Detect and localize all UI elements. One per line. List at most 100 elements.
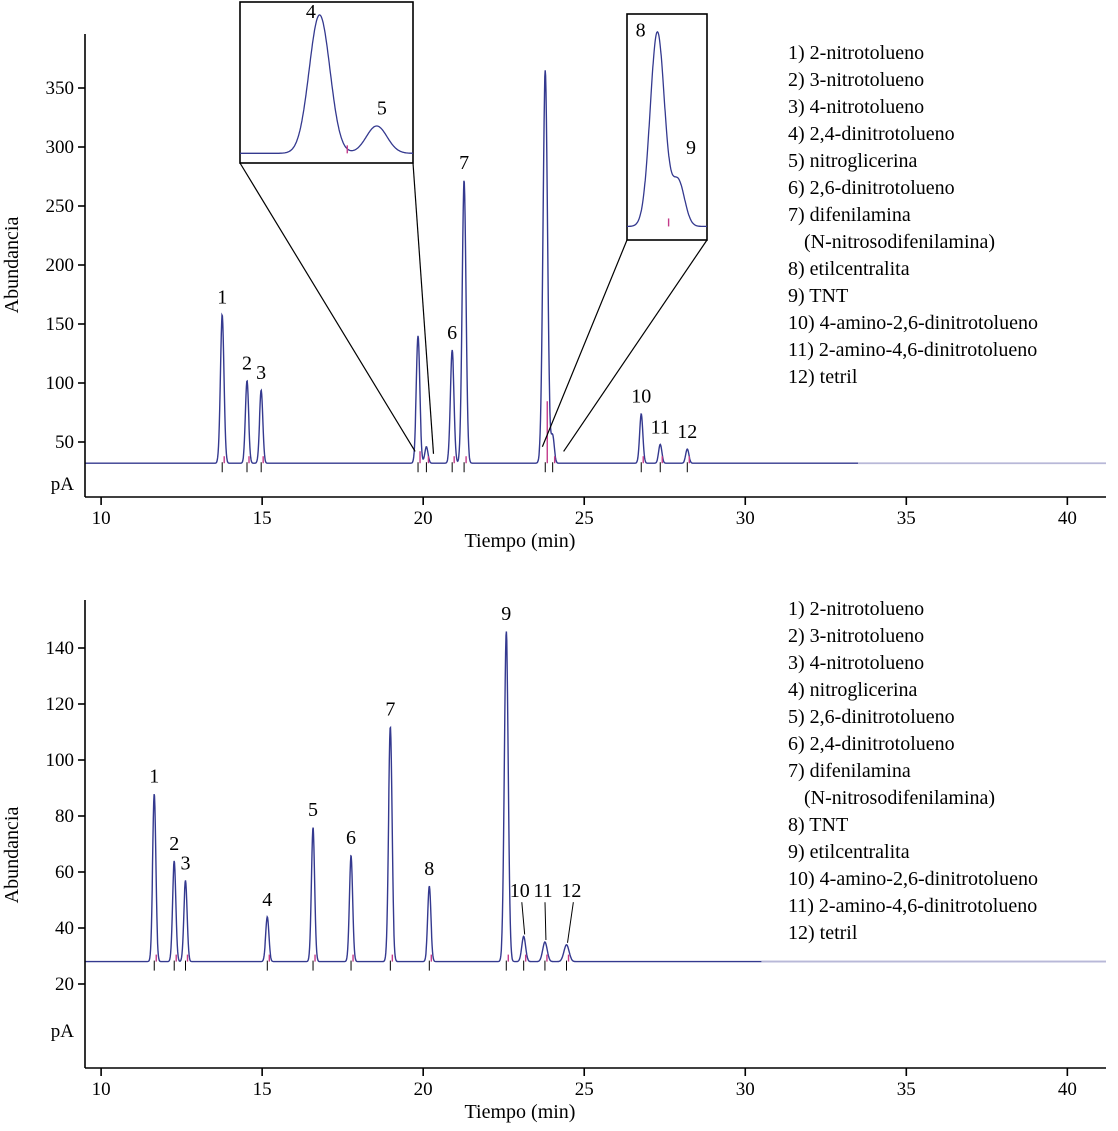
peak-label-11: 11 — [533, 880, 552, 902]
y-tick-label: 100 — [46, 373, 75, 394]
legend-item: 7) difenilamina — [788, 760, 911, 782]
peak-label-11: 11 — [651, 416, 670, 438]
x-tick-label: 30 — [736, 1079, 755, 1100]
legend-item: 12) tetril — [788, 922, 858, 944]
legend-item: 5) nitroglicerina — [788, 150, 918, 172]
inset-connector-line — [563, 239, 708, 452]
y-tick-label: 120 — [46, 694, 75, 715]
inset-peak-label-9: 9 — [686, 137, 696, 159]
peak-label-leader — [521, 902, 526, 935]
x-tick-label: 30 — [736, 508, 755, 529]
legend-item: 10) 4-amino-2,6-dinitrotolueno — [788, 868, 1038, 890]
y-tick-label: 100 — [46, 750, 75, 771]
inset-peak-label-8: 8 — [636, 20, 646, 42]
y-axis-label: Abundancia — [1, 807, 23, 904]
legend-item: 1) 2-nitrotolueno — [788, 598, 925, 620]
peak-label-9: 9 — [501, 603, 511, 625]
peak-label-2: 2 — [242, 353, 252, 375]
peak-label-8: 8 — [424, 858, 434, 880]
y-tick-label: 300 — [46, 137, 75, 158]
legend-item: (N-nitrosodifenilamina) — [804, 231, 996, 253]
y-tick-label: 200 — [46, 255, 75, 276]
x-tick-label: 15 — [253, 1079, 272, 1100]
y-tick-label: 140 — [46, 638, 75, 659]
x-tick-label: 25 — [575, 508, 594, 529]
peak-label-leader — [567, 902, 574, 943]
x-tick-label: 40 — [1058, 508, 1077, 529]
peak-label-7: 7 — [459, 152, 469, 174]
peak-label-1: 1 — [149, 766, 159, 788]
legend-item: 12) tetril — [788, 366, 858, 388]
inset-peaks-8-9-box — [626, 13, 708, 241]
legend-item: (N-nitrosodifenilamina) — [804, 787, 996, 809]
legend-item: 5) 2,6-dinitrotolueno — [788, 706, 955, 728]
legend-item: 8) TNT — [788, 814, 849, 836]
legend-item: 3) 4-nitrotolueno — [788, 652, 925, 674]
legend-item: 2) 3-nitrotolueno — [788, 625, 925, 647]
peak-label-3: 3 — [180, 852, 190, 874]
x-axis-label: Tiempo (min) — [465, 530, 576, 552]
peak-label-7: 7 — [385, 698, 395, 720]
peak-label-3: 3 — [256, 362, 266, 384]
legend-item: 6) 2,4-dinitrotolueno — [788, 733, 955, 755]
peak-label-10: 10 — [510, 880, 530, 902]
y-tick-label: 20 — [55, 974, 74, 995]
y-unit-label: pA — [51, 474, 75, 495]
peak-label-10: 10 — [631, 386, 651, 408]
peak-label-1: 1 — [217, 287, 227, 309]
legend-item: 11) 2-amino-4,6-dinitrotolueno — [788, 895, 1038, 917]
legend-item: 10) 4-amino-2,6-dinitrotolueno — [788, 312, 1038, 334]
x-tick-label: 25 — [575, 1079, 594, 1100]
x-tick-label: 15 — [253, 508, 272, 529]
legend-item: 4) nitroglicerina — [788, 679, 918, 701]
legend-item: 3) 4-nitrotolueno — [788, 96, 925, 118]
y-tick-label: 150 — [46, 314, 75, 335]
x-tick-label: 40 — [1058, 1079, 1077, 1100]
peak-label-4: 4 — [262, 889, 272, 911]
legend-item: 4) 2,4-dinitrotolueno — [788, 123, 955, 145]
inset-peak-label-5: 5 — [377, 98, 387, 120]
peak-label-2: 2 — [169, 833, 179, 855]
inset-peaks-4-5-trace — [240, 14, 413, 154]
x-tick-label: 20 — [414, 1079, 433, 1100]
x-tick-label: 20 — [414, 508, 433, 529]
y-unit-label: pA — [51, 1021, 75, 1042]
inset-connector-line — [239, 162, 416, 452]
peak-label-5: 5 — [308, 799, 318, 821]
legend-item: 11) 2-amino-4,6-dinitrotolueno — [788, 339, 1038, 361]
inset-connector-line — [412, 162, 435, 454]
inset-peaks-4-5-box — [239, 1, 414, 164]
x-tick-label: 10 — [92, 1079, 111, 1100]
y-axis-label: Abundancia — [1, 217, 23, 314]
legend-item: 8) etilcentralita — [788, 258, 910, 280]
legend-item: 9) etilcentralita — [788, 841, 910, 863]
inset-peaks-8-9-trace — [627, 30, 707, 228]
peak-label-6: 6 — [346, 827, 356, 849]
y-tick-label: 60 — [55, 862, 74, 883]
x-tick-label: 10 — [92, 508, 111, 529]
legend-item: 9) TNT — [788, 285, 849, 307]
x-axis-label: Tiempo (min) — [465, 1101, 576, 1123]
y-tick-label: 40 — [55, 918, 74, 939]
inset-connector-line — [541, 239, 628, 447]
legend-top: 1) 2-nitrotolueno 2) 3-nitrotolueno 3) 4-n… — [788, 40, 1038, 391]
peak-label-12: 12 — [677, 421, 697, 443]
peak-label-12: 12 — [561, 880, 581, 902]
y-tick-label: 250 — [46, 196, 75, 217]
y-tick-label: 50 — [55, 432, 74, 453]
legend-bottom: 1) 2-nitrotolueno 2) 3-nitrotolueno 3) 4-n… — [788, 596, 1038, 947]
y-tick-label: 80 — [55, 806, 74, 827]
peak-label-6: 6 — [447, 322, 457, 344]
x-tick-label: 35 — [897, 508, 916, 529]
peak-label-leader — [544, 902, 547, 941]
legend-item: 7) difenilamina — [788, 204, 911, 226]
legend-item: 6) 2,6-dinitrotolueno — [788, 177, 955, 199]
y-tick-label: 350 — [46, 78, 75, 99]
inset-peak-label-4: 4 — [306, 1, 316, 23]
legend-item: 1) 2-nitrotolueno — [788, 42, 925, 64]
legend-item: 2) 3-nitrotolueno — [788, 69, 925, 91]
x-tick-label: 35 — [897, 1079, 916, 1100]
